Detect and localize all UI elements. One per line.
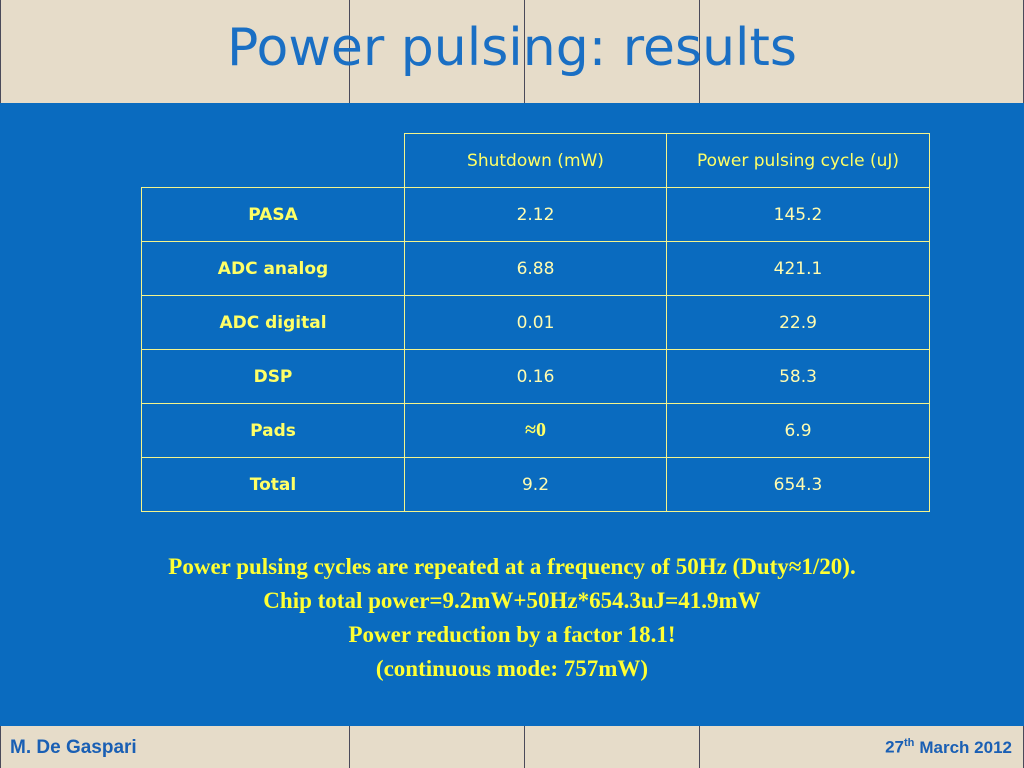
header-row: Shutdown (mW) Power pulsing cycle (uJ) (141, 133, 930, 188)
cell: 6.88 (404, 241, 667, 296)
cell: 0.16 (404, 349, 667, 404)
divider (349, 726, 350, 768)
footer-band (0, 726, 1024, 768)
note-line: Power reduction by a factor 18.1! (348, 622, 676, 647)
author: M. De Gaspari (10, 737, 137, 758)
notes: Power pulsing cycles are repeated at a f… (0, 550, 1024, 686)
note-line: Power pulsing cycles are repeated at a f… (168, 554, 856, 579)
date: 27th March 2012 (885, 737, 1012, 758)
note-line: Chip total power=9.2mW+50Hz*654.3uJ=41.9… (263, 588, 761, 613)
row-label: DSP (141, 349, 405, 404)
row-label: PASA (141, 187, 405, 242)
row-label: Total (141, 457, 405, 512)
divider (699, 0, 700, 103)
month-year: March 2012 (919, 737, 1012, 757)
row-label: Pads (141, 403, 405, 458)
table-row: PASA 2.12 145.2 (141, 187, 930, 242)
slide-title: Power pulsing: results (227, 18, 797, 78)
cell: ≈0 (404, 403, 667, 458)
column-header: Shutdown (mW) (404, 133, 667, 188)
divider (0, 0, 1, 103)
note-line: (continuous mode: 757mW) (375, 656, 649, 681)
cell: 654.3 (666, 457, 930, 512)
table-row: Total 9.2 654.3 (141, 457, 930, 512)
row-label: ADC analog (141, 241, 405, 296)
corner-cell (141, 133, 405, 188)
day-suffix: th (903, 737, 915, 749)
header-band (0, 0, 1024, 103)
cell: 58.3 (666, 349, 930, 404)
cell: 6.9 (666, 403, 930, 458)
table-row: ADC digital 0.01 22.9 (141, 295, 930, 350)
cell: 9.2 (404, 457, 667, 512)
divider (349, 0, 350, 103)
column-header: Power pulsing cycle (uJ) (666, 133, 930, 188)
cell: 0.01 (404, 295, 667, 350)
results-table: Shutdown (mW) Power pulsing cycle (uJ) PAS… (141, 133, 930, 512)
day: 27 (885, 737, 904, 757)
divider (524, 0, 525, 103)
cell: 2.12 (404, 187, 667, 242)
table-row: Pads ≈0 6.9 (141, 403, 930, 458)
cell: 421.1 (666, 241, 930, 296)
row-label: ADC digital (141, 295, 405, 350)
divider (524, 726, 525, 768)
cell: 145.2 (666, 187, 930, 242)
divider (0, 726, 1, 768)
table-row: DSP 0.16 58.3 (141, 349, 930, 404)
divider (699, 726, 700, 768)
table-row: ADC analog 6.88 421.1 (141, 241, 930, 296)
cell: 22.9 (666, 295, 930, 350)
